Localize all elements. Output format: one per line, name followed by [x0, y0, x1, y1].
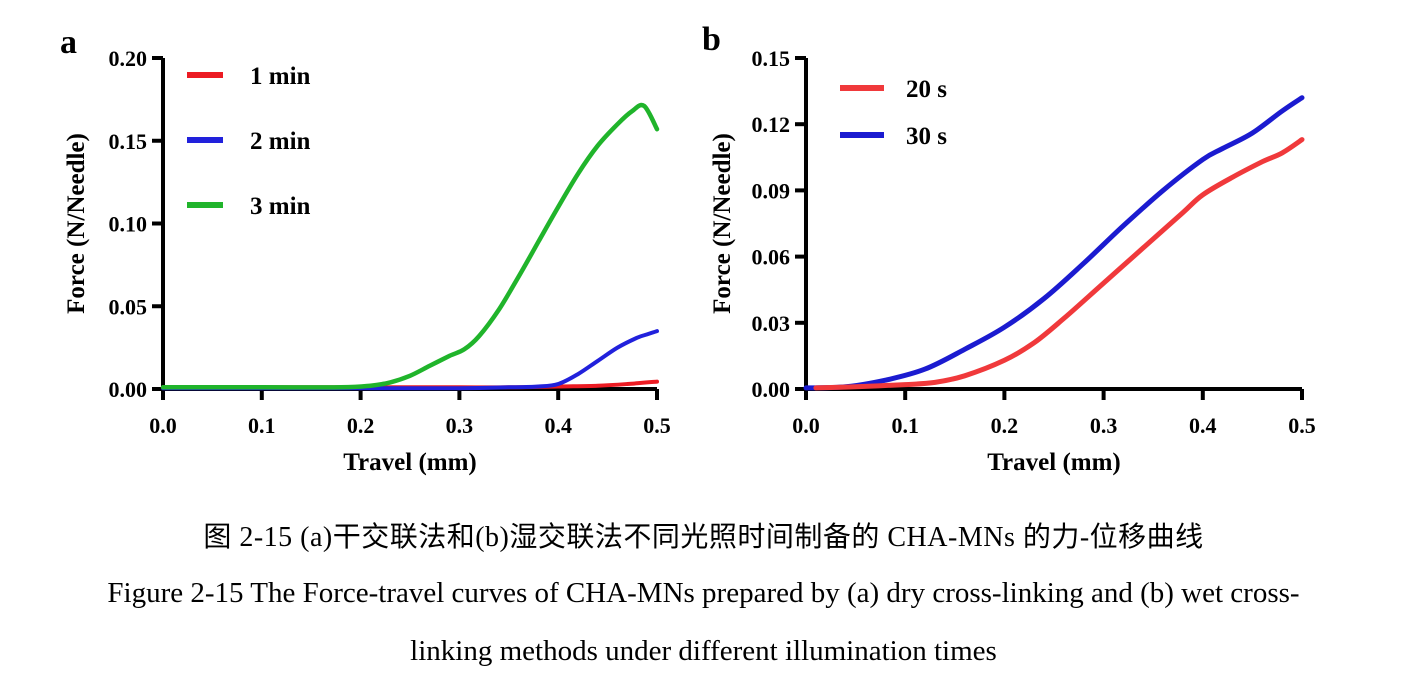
panel-a: a 0.00 0.05 0.10 0.15 0.20 0.0 0.1 0.2 0.3 0.4 0.5… — [38, 18, 700, 493]
y-tick-label-b: 0.03 — [752, 311, 791, 336]
legend-label-30-s-b: 30 s — [906, 123, 947, 150]
x-tick-label-a: 0.3 — [446, 413, 474, 438]
x-tick-label-b: 0.0 — [792, 413, 820, 438]
x-tick-label-a: 0.2 — [347, 413, 375, 438]
figure-caption: 图 2-15 (a)干交联法和(b)湿交联法不同光照时间制备的 CHA-MNs … — [0, 515, 1407, 668]
caption-chinese: 图 2-15 (a)干交联法和(b)湿交联法不同光照时间制备的 CHA-MNs … — [203, 522, 1204, 553]
panel-b: b 0.00 0.03 0.06 0.09 0.12 0.15 0.0 0.1 0.2 0.3 0.… — [700, 18, 1407, 493]
x-tick-label-b: 0.1 — [891, 413, 919, 438]
legend-label-1-min-a: 1 min — [250, 63, 311, 90]
curve-30-s-b — [803, 95, 1305, 391]
y-axis-title-a: Force (N/Needle) — [63, 133, 90, 314]
x-axis-title-a: Travel (mm) — [343, 449, 477, 476]
curve-20-s-b — [813, 137, 1305, 391]
x-tick-label-a: 0.1 — [248, 413, 275, 438]
x-axis-title-b: Travel (mm) — [987, 449, 1121, 476]
x-tick-label-b: 0.3 — [1090, 413, 1118, 438]
y-tick-label-b: 0.09 — [752, 178, 791, 203]
x-tick-label-a: 0.4 — [544, 413, 572, 438]
y-axis-title-b: Force (N/Needle) — [709, 133, 736, 314]
y-tick-label-a: 0.00 — [109, 377, 148, 402]
force-travel-chart-b: 0.00 0.03 0.06 0.09 0.12 0.15 0.0 0.1 0.2 0.3 0.4 0… — [709, 46, 1316, 476]
y-tick-label-b: 0.15 — [752, 46, 791, 71]
y-tick-label-a: 0.10 — [109, 212, 148, 237]
y-tick-label-b: 0.06 — [752, 245, 791, 270]
panel-b-letter: b — [702, 21, 721, 58]
legend-label-3-min-a: 3 min — [250, 193, 311, 220]
y-tick-label-a: 0.15 — [109, 129, 148, 154]
charts-row: a 0.00 0.05 0.10 0.15 0.20 0.0 0.1 0.2 0.3 0.4 0.5… — [38, 18, 1407, 493]
force-travel-chart-a: 0.00 0.05 0.10 0.15 0.20 0.0 0.1 0.2 0.3 0.4 0.5 Tr… — [63, 46, 671, 476]
y-tick-label-a: 0.05 — [109, 294, 148, 319]
axes-spine-b — [804, 58, 1302, 391]
x-tick-label-b: 0.2 — [991, 413, 1019, 438]
x-tick-label-a: 0.5 — [643, 413, 671, 438]
panel-a-letter: a — [60, 24, 77, 61]
y-tick-label-a: 0.20 — [109, 46, 148, 71]
caption-english-line1: Figure 2-15 The Force-travel curves of C… — [107, 577, 1300, 609]
curve-2-min-a — [161, 329, 659, 391]
legend-label-2-min-a: 2 min — [250, 128, 311, 155]
x-tick-label-a: 0.0 — [149, 413, 177, 438]
caption-english-line2: linking methods under different illumina… — [410, 635, 997, 667]
y-tick-label-b: 0.12 — [752, 112, 791, 137]
y-tick-label-b: 0.00 — [752, 377, 791, 402]
x-tick-label-b: 0.5 — [1288, 413, 1316, 438]
x-tick-label-b: 0.4 — [1189, 413, 1217, 438]
curve-3-min-a — [160, 102, 660, 390]
legend-label-20-s-b: 20 s — [906, 76, 947, 103]
axes-spine-a — [161, 58, 657, 391]
